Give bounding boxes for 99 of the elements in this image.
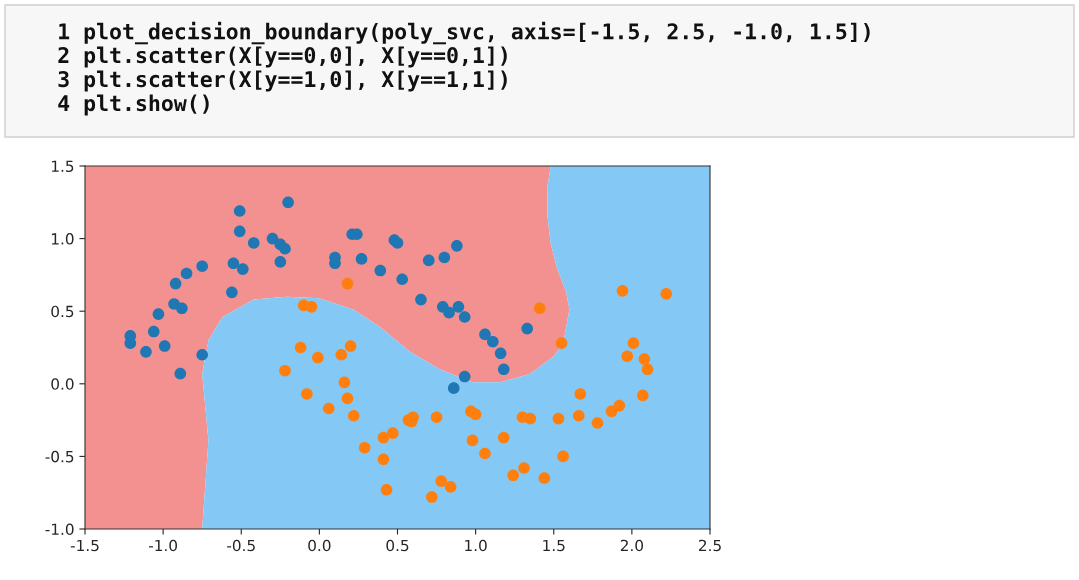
point (233, 205, 246, 217)
y-tick-label: -0.5 (45, 450, 74, 463)
point (140, 346, 152, 358)
point (347, 409, 360, 422)
point (227, 257, 240, 270)
point (572, 409, 585, 422)
point (279, 242, 291, 255)
point (518, 462, 530, 474)
point (487, 335, 499, 348)
point (279, 364, 291, 377)
point (494, 347, 507, 360)
point (555, 337, 568, 349)
x-tick-label: 1.0 (465, 539, 487, 552)
point (355, 253, 368, 265)
x-tick-label: -1.0 (148, 539, 178, 552)
point (438, 251, 451, 264)
point (458, 311, 471, 323)
point (377, 431, 390, 444)
point (621, 350, 633, 363)
y-tick-label: 0.5 (51, 305, 74, 318)
x-tick-label: -0.5 (227, 539, 255, 552)
point (247, 237, 260, 249)
point (479, 447, 491, 460)
point (521, 322, 533, 335)
point (341, 392, 354, 405)
text: 1 plot_decision_boundary(poly_svc, axis=[-1.5, 2.5, -1.0, 1.5]) (59, 21, 870, 45)
point (226, 286, 238, 299)
point (497, 363, 510, 376)
x-tick-label: 1.5 (543, 539, 565, 552)
point (152, 308, 165, 320)
point (396, 273, 408, 286)
x-tick-label: 2.0 (620, 539, 644, 552)
point (641, 363, 654, 376)
text: 3 plt.scatter(X[y==1,0], X[y==1,1]) (58, 70, 507, 92)
point (627, 337, 640, 349)
point (305, 301, 318, 313)
point (638, 353, 651, 365)
text: 2 plt.scatter(X[y==0,0], X[y==0,1]) (58, 46, 507, 68)
point (301, 388, 313, 400)
point (533, 302, 546, 315)
point (591, 417, 604, 429)
point (196, 348, 208, 361)
point (341, 277, 354, 290)
point (312, 351, 324, 364)
point (335, 348, 348, 361)
point (180, 267, 193, 280)
point (574, 388, 587, 400)
point (430, 411, 443, 424)
point (176, 302, 188, 315)
point (435, 475, 448, 487)
point (426, 491, 438, 503)
point (237, 263, 249, 275)
y-tick-label: -1.0 (45, 523, 74, 536)
point (147, 325, 160, 338)
point (616, 285, 629, 297)
y-tick-label: 1.5 (51, 160, 74, 173)
point (344, 340, 357, 352)
point (233, 225, 246, 238)
point (377, 453, 390, 466)
x-tick-label: 2.5 (698, 539, 721, 552)
point (358, 441, 371, 454)
point (660, 287, 673, 300)
point (516, 411, 529, 424)
point (422, 254, 435, 267)
point (605, 405, 618, 418)
point (444, 481, 457, 493)
point (196, 260, 208, 272)
y-tick-label: 1.0 (51, 233, 74, 245)
point (452, 301, 465, 313)
point (294, 341, 307, 354)
text: 4 plt.show() (58, 94, 209, 116)
point (274, 256, 287, 268)
point (174, 367, 187, 380)
point (552, 412, 565, 425)
point (466, 434, 479, 447)
point (443, 306, 455, 319)
point (507, 469, 519, 482)
point (538, 472, 551, 484)
point (322, 402, 335, 415)
x-tick-label: -1.5 (70, 539, 99, 552)
x-tick-label: 0.5 (386, 539, 409, 552)
point (447, 382, 460, 394)
y-tick-label: 0.0 (51, 378, 74, 390)
point (637, 389, 649, 402)
point (380, 483, 393, 496)
x-tick-label: 0.0 (308, 539, 331, 552)
point (338, 376, 351, 389)
point (169, 277, 182, 290)
point (557, 450, 569, 463)
point (158, 340, 171, 352)
point (282, 196, 294, 209)
point (415, 293, 427, 306)
point (387, 427, 399, 439)
point (497, 431, 510, 444)
point (465, 405, 477, 418)
point (479, 328, 491, 341)
point (374, 264, 387, 277)
point (451, 240, 463, 252)
point (458, 370, 471, 383)
